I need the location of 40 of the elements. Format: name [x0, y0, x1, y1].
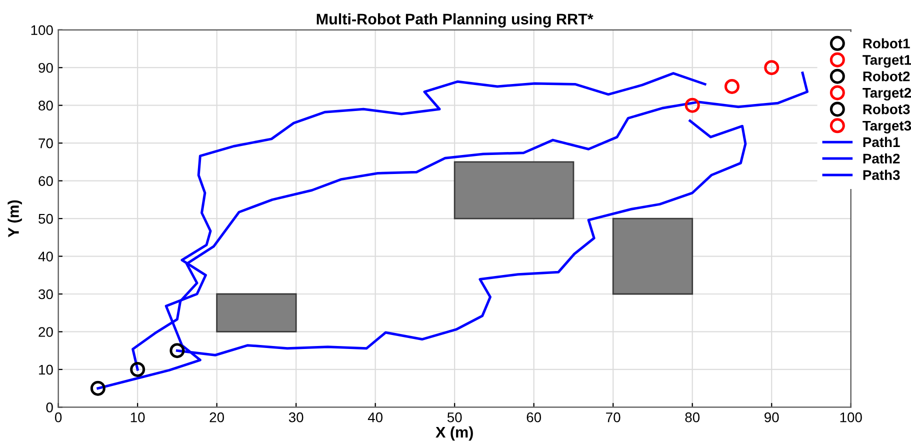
x-tick-label: 100	[840, 412, 862, 422]
x-tick-label: 20	[210, 412, 224, 422]
y-tick-label: 70	[38, 138, 53, 148]
legend-label: Path2	[863, 153, 900, 164]
legend-label: Target3	[862, 120, 911, 134]
y-tick-label: 0	[46, 402, 53, 412]
x-tick-label: 30	[288, 412, 304, 422]
point	[724, 78, 740, 94]
legend-label: Path3	[863, 170, 900, 180]
y-tick-label: 40	[38, 252, 53, 262]
x-axis-title: X (m)	[436, 426, 473, 441]
y-tick-label: 80	[38, 100, 53, 111]
legend-label: Target1	[862, 55, 911, 68]
x-tick-label: 40	[368, 412, 383, 422]
legend-label: Robot3	[863, 104, 910, 114]
x-tick-label: 90	[764, 412, 779, 422]
point	[764, 60, 780, 76]
y-tick-label: 50	[38, 214, 53, 224]
x-tick-label: 10	[130, 412, 145, 422]
x-tick-label: 80	[685, 412, 700, 422]
y-axis-title: Y (m)	[8, 200, 22, 238]
y-tick-label: 90	[38, 62, 53, 73]
y-tick-label: 30	[38, 289, 53, 300]
x-tick-label: 70	[606, 412, 620, 422]
legend-label: Path1	[863, 136, 900, 148]
x-tick-label: 0	[54, 412, 62, 422]
y-tick-label: 100	[31, 25, 53, 36]
x-tick-label: 50	[447, 412, 462, 422]
point	[90, 380, 106, 396]
point	[130, 362, 146, 377]
chart-title: Multi-Robot Path Planning using RRT*	[316, 13, 594, 28]
legend-label: Target2	[862, 88, 911, 101]
legend-label: Robot2	[863, 71, 910, 82]
y-tick-label: 10	[39, 364, 53, 375]
y-tick-label: 60	[38, 176, 53, 186]
y-tick-label: 20	[38, 327, 53, 337]
legend-label: Robot1	[863, 38, 910, 48]
point	[684, 98, 700, 113]
x-tick-label: 60	[526, 412, 542, 422]
point	[170, 343, 185, 358]
